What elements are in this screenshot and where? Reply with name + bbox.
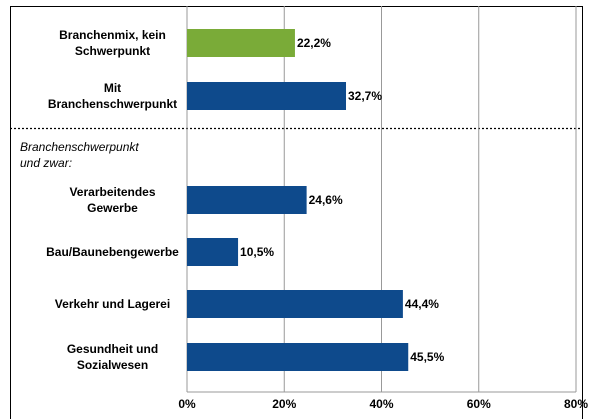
value-label: 45,5% bbox=[410, 350, 444, 364]
x-tick-label: 80% bbox=[564, 397, 588, 411]
category-label: Bau/Baunebengewerbe bbox=[46, 245, 179, 259]
value-label: 44,4% bbox=[405, 297, 439, 311]
category-label: Verkehr und Lagerei bbox=[54, 297, 171, 311]
bar bbox=[187, 238, 239, 266]
x-tick-label: 40% bbox=[369, 397, 393, 411]
category-label: Verarbeitendes Gewerbe bbox=[69, 185, 156, 215]
category-label: Mit Branchenschwerpunkt bbox=[47, 81, 178, 111]
category-label: Branchenmix, kein Schwerpunkt bbox=[59, 28, 166, 58]
bar bbox=[187, 290, 403, 318]
bar bbox=[187, 82, 347, 110]
value-label: 10,5% bbox=[240, 245, 274, 259]
bar bbox=[187, 343, 409, 371]
bar bbox=[187, 186, 307, 214]
section-label: Branchenschwerpunkt und zwar: bbox=[20, 140, 139, 170]
category-label: Gesundheit und Sozialwesen bbox=[66, 342, 159, 372]
x-tick-label: 20% bbox=[272, 397, 296, 411]
bar bbox=[187, 29, 295, 57]
value-label: 24,6% bbox=[309, 193, 343, 207]
value-label: 22,2% bbox=[297, 36, 331, 50]
value-label: 32,7% bbox=[348, 89, 382, 103]
x-tick-label: 60% bbox=[467, 397, 491, 411]
x-tick-label: 0% bbox=[178, 397, 196, 411]
frame bbox=[10, 6, 583, 419]
